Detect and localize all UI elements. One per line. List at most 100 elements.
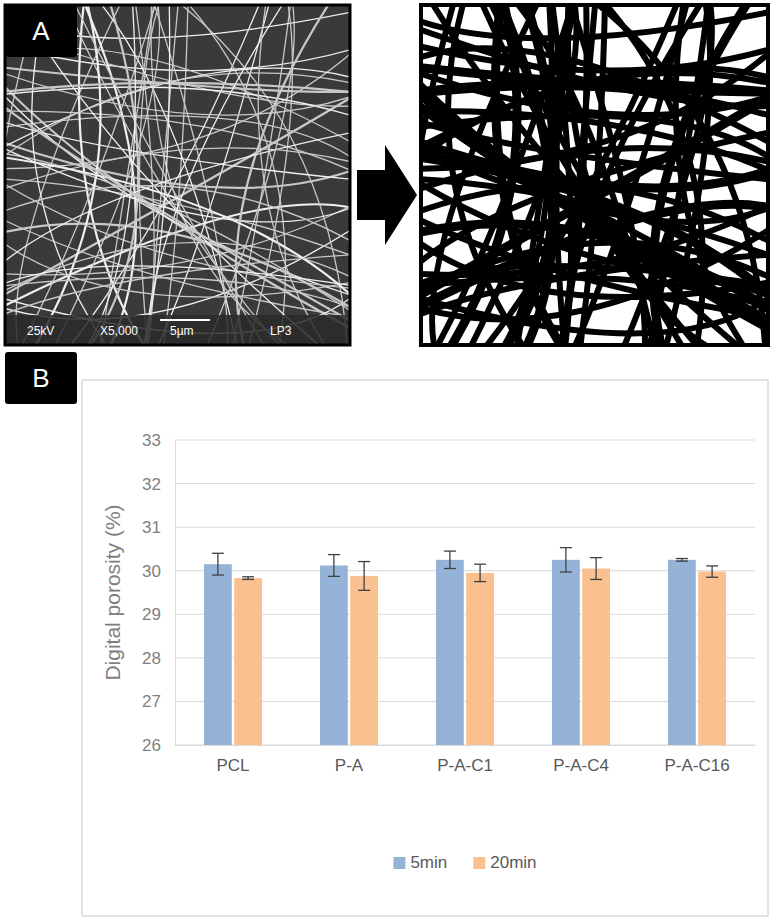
scale-bar bbox=[160, 319, 210, 321]
error-bar-cap bbox=[212, 553, 224, 554]
fiber bbox=[5, 92, 350, 332]
y-tick-label: 29 bbox=[142, 605, 161, 624]
fiber-binary bbox=[421, 266, 768, 292]
series bbox=[204, 548, 696, 745]
x-tick-label: P-A-C4 bbox=[553, 756, 609, 775]
bar bbox=[204, 564, 232, 745]
error-bar-cap bbox=[358, 590, 370, 591]
grid-line bbox=[175, 440, 755, 441]
y-tick-label: 33 bbox=[142, 431, 161, 450]
error-bar-cap bbox=[474, 564, 486, 565]
fiber bbox=[5, 87, 350, 122]
error-bar-cap bbox=[242, 576, 254, 577]
error-bar-stem bbox=[217, 553, 218, 575]
y-tick: 32 bbox=[142, 475, 175, 494]
chart-frame bbox=[82, 380, 768, 916]
error-bar-stem bbox=[595, 558, 596, 580]
error-bar-stem bbox=[565, 548, 566, 572]
panel-letter-box bbox=[5, 352, 77, 404]
legend-swatch bbox=[393, 857, 405, 869]
y-tick: 26 bbox=[142, 736, 175, 755]
error-bar-cap bbox=[676, 560, 688, 561]
error-bar-cap bbox=[560, 571, 572, 572]
y-tick: 31 bbox=[142, 518, 175, 537]
bar bbox=[668, 560, 696, 745]
bar bbox=[320, 565, 348, 745]
fiber-binary bbox=[421, 186, 768, 252]
fiber-binary bbox=[556, 5, 587, 345]
fiber bbox=[148, 5, 228, 345]
fiber bbox=[5, 155, 350, 314]
y-tick: 27 bbox=[142, 692, 175, 711]
image-border bbox=[421, 5, 768, 345]
image-border bbox=[5, 5, 350, 345]
x-tick: P-A-C16 bbox=[664, 745, 729, 775]
error-bar-stem bbox=[363, 562, 364, 591]
fiber-binary bbox=[421, 5, 459, 345]
page: 25kVX5,0005µmLP3AB2627282930313233PCLP-A… bbox=[0, 0, 774, 922]
sem-info-bar bbox=[5, 315, 350, 345]
x-tick: P-A-C1 bbox=[437, 745, 493, 775]
error-bar bbox=[242, 577, 254, 580]
bar bbox=[698, 572, 726, 745]
error-bar bbox=[444, 551, 456, 568]
y-tick-label: 26 bbox=[142, 736, 161, 755]
bar bbox=[552, 560, 580, 745]
x-axis-line bbox=[176, 745, 756, 746]
sem-label: LP3 bbox=[270, 324, 292, 338]
bar bbox=[436, 560, 464, 745]
error-bar-stem bbox=[333, 555, 334, 577]
fiber bbox=[5, 83, 350, 94]
x-tick-label: P-A-C16 bbox=[664, 756, 729, 775]
error-bar bbox=[560, 548, 572, 572]
y-tick-label: 32 bbox=[142, 475, 161, 494]
fiber bbox=[139, 5, 170, 345]
fiber bbox=[5, 140, 350, 222]
error-bar-cap bbox=[590, 579, 602, 580]
x-tick: P-A-C4 bbox=[553, 745, 609, 775]
legend-item: 5min bbox=[393, 853, 447, 872]
y-tick: 28 bbox=[142, 649, 175, 668]
binary-image bbox=[401, 0, 774, 365]
grid-line bbox=[175, 483, 755, 484]
fiber bbox=[5, 73, 350, 170]
x-tick-label: P-A bbox=[335, 756, 364, 775]
y-tick-label: 31 bbox=[142, 518, 161, 537]
series bbox=[234, 558, 726, 745]
panel-letter: B bbox=[32, 363, 49, 393]
fiber-binary bbox=[421, 92, 768, 332]
error-bar bbox=[328, 555, 340, 577]
bar bbox=[350, 576, 378, 745]
plot-marks bbox=[204, 548, 726, 745]
error-bar bbox=[706, 566, 718, 577]
sem-label: 25kV bbox=[27, 324, 54, 338]
x-tick: P-A bbox=[335, 745, 364, 775]
fiber bbox=[5, 67, 350, 115]
y-tick: 29 bbox=[142, 605, 175, 624]
fiber bbox=[139, 5, 165, 345]
legend-label: 20min bbox=[490, 853, 536, 872]
x-tick-label: PCL bbox=[216, 756, 249, 775]
fiber bbox=[258, 5, 338, 345]
fiber-binary bbox=[421, 73, 768, 170]
y-tick-label: 28 bbox=[142, 649, 161, 668]
sem-image: 25kVX5,0005µmLP3 bbox=[0, 0, 370, 365]
y-axis-line bbox=[175, 441, 176, 746]
y-tick: 33 bbox=[142, 431, 175, 450]
error-bar-stem bbox=[479, 564, 480, 581]
fiber-binary bbox=[421, 253, 768, 321]
error-bar bbox=[590, 558, 602, 580]
error-bar-cap bbox=[444, 568, 456, 569]
error-bar-cap bbox=[590, 557, 602, 558]
legend-label: 5min bbox=[410, 853, 447, 872]
grid-line bbox=[175, 527, 755, 528]
y-axis-title: Digital porosity (%) bbox=[101, 504, 124, 680]
fiber bbox=[199, 5, 294, 345]
error-bar-cap bbox=[706, 565, 718, 566]
y-axis: 2627282930313233 bbox=[142, 431, 175, 755]
x-axis: PCL P-A P-A-C1 P-A-C4 P-A-C16 bbox=[176, 745, 756, 775]
error-bar bbox=[212, 553, 224, 575]
fiber bbox=[5, 253, 350, 321]
error-bar-cap bbox=[676, 558, 688, 559]
y-tick-label: 27 bbox=[142, 692, 161, 711]
